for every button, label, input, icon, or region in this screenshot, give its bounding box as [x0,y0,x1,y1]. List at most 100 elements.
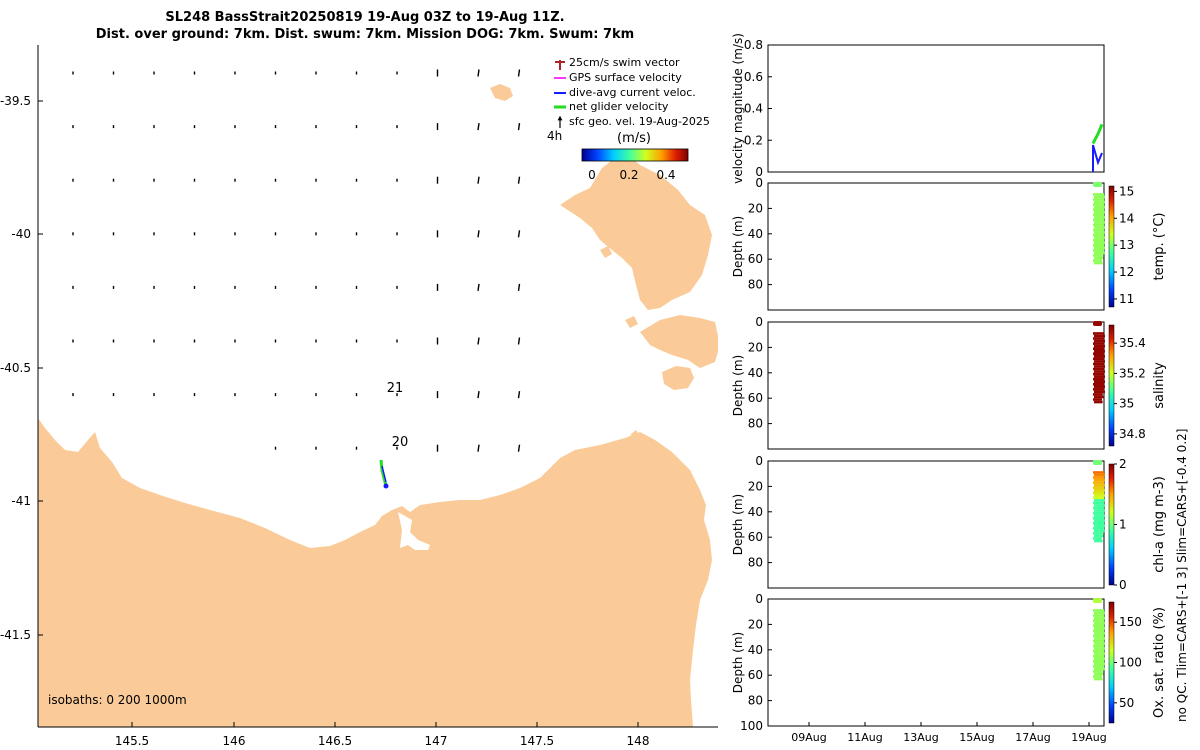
profile-sample-marks [1094,509,1105,512]
profile-sample-marks [1093,223,1104,227]
y-tick-label: 0 [755,315,763,329]
profile-sample-marks [1093,659,1104,663]
colorbar-tick-label: 100 [1119,656,1142,670]
surface-sample-marks [1093,460,1102,465]
legend-entry-dive-avg: dive-avg current veloc. [554,86,696,99]
glider-track [379,459,389,489]
y-tick-label: 0.4 [744,102,763,116]
profile-sample-marks [1093,362,1104,366]
colorbar-tick-label: 34.8 [1119,427,1146,441]
colorbar-tick-label: 35 [1119,397,1134,411]
current-arrow-icon [477,230,480,238]
colorbar-label: salinity [1152,362,1167,409]
clarke-island-land [662,366,694,390]
legend-label: 25cm/s swim vector [569,56,680,69]
colorbar-tick-label: 15 [1119,184,1134,198]
islet-land [600,246,612,258]
profile-sample-marks [1094,672,1104,676]
small-island-land [490,84,513,101]
y-tick-label: 80 [748,694,763,708]
y-tick-label: 20 [748,479,763,493]
profile-sample-marks [1094,365,1105,368]
profile-sample-marks [1093,619,1104,622]
panel-frame [767,598,1105,727]
islet-land [625,316,638,328]
time-marker: 4h [547,129,562,143]
map-legend: 25cm/s swim vector GPS surface velocity … [547,56,710,182]
profile-sample-marks [1094,519,1105,523]
y-tick-label: -41.5 [0,628,31,642]
colorbar [1108,601,1115,724]
profile-sample-marks [1094,478,1105,482]
profile-sample-marks [1093,377,1104,381]
profile-sample-marks [1093,228,1104,232]
profile-sample-marks [1094,494,1105,497]
profile-sample-marks [1094,652,1105,655]
y-axis-label: velocity magnitude (m/s) [731,33,745,184]
profile-sample-marks [1093,249,1104,252]
legend-entry-swim-vector: 25cm/s swim vector [555,56,680,70]
colorbar-tick-label: 2 [1119,457,1127,471]
panel-frame [767,182,1105,311]
profile-sample-marks [1093,516,1104,520]
profile-sample-marks [1093,218,1104,222]
y-tick-label: -40 [11,227,31,241]
x-tick-label: 147.5 [520,734,554,748]
surface-sample-marks [1093,321,1102,326]
figure-title: SL248 BassStrait20250819 19-Aug 03Z to 1… [165,10,565,25]
profile-sample-marks [1093,675,1102,678]
colorbar-tick-label: 35.2 [1119,366,1146,380]
x-tick-label: 145.5 [115,734,149,748]
current-arrow-icon [517,337,521,345]
x-tick-label: 146.5 [318,734,352,748]
y-tick-label: 80 [748,278,763,292]
x-tick-label: 11Aug [847,731,882,744]
profile-sample-marks [1094,349,1105,353]
profile-sample-marks [1094,632,1105,635]
profile-sample-marks [1094,529,1105,533]
x-tick-label: 13Aug [903,731,938,744]
velocity-series-line [1091,123,1104,145]
profile-sample-marks [1093,614,1104,617]
profile-sample-marks [1094,375,1105,378]
x-tick-label: 19Aug [1071,731,1106,744]
current-arrow-icon [517,283,521,291]
profile-sample-marks [1093,393,1103,396]
colorbar-tick-label: 13 [1119,238,1134,252]
profile-sample-marks [1094,355,1105,358]
profile-sample-marks [1093,233,1104,237]
profile-sample-marks [1093,372,1104,376]
figure-subtitle: Dist. over ground: 7km. Dist. swum: 7km.… [95,27,635,42]
profile-sample-marks [1093,654,1104,658]
profile-sample-marks [1093,259,1102,262]
y-axis-label: Depth (m) [731,216,745,277]
x-tick-label: 147 [425,734,448,748]
profile-sample-marks [1093,337,1104,340]
colorbar-tick-label: 14 [1119,211,1134,225]
profile-sample-marks [1094,657,1105,661]
profile-sample-marks [1094,637,1105,640]
x-tick-label: 09Aug [791,731,826,744]
current-arrow-icon [477,69,480,77]
profile-sample-marks [1093,496,1104,500]
current-arrow-icon [477,337,480,345]
colorbar-tick-label: 50 [1119,696,1134,710]
cape-barren-island-land [640,315,718,368]
profile-sample-marks [1094,662,1105,666]
profile-sample-marks [1093,203,1104,206]
profile-sample-marks [1093,506,1104,510]
y-tick-label: 60 [748,530,763,544]
colorbar-tick-label: 0 [1119,578,1127,592]
colorbar-label: (m/s) [617,131,651,146]
profile-sample-marks [1094,677,1103,681]
profile-sample-marks [1093,471,1104,474]
profile-sample-marks [1094,483,1105,487]
panel-frame [767,321,1105,450]
profile-sample-marks [1094,339,1105,343]
colorbar-label: chl-a (mg m-3) [1152,476,1167,573]
profile-sample-marks [1093,644,1104,648]
colorbar-label: temp. (°C) [1152,213,1167,281]
